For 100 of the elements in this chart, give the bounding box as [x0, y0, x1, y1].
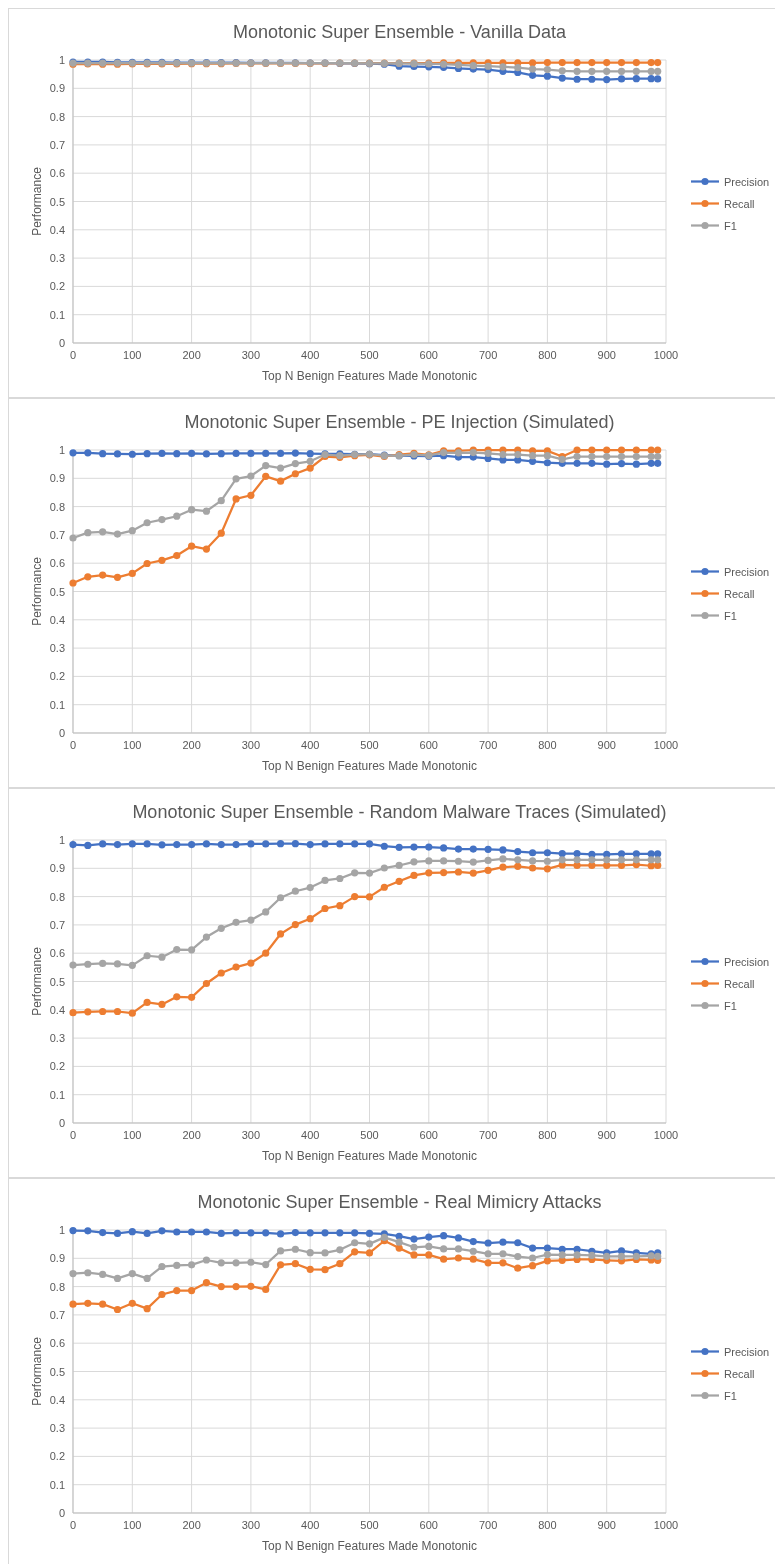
- point: [291, 840, 299, 848]
- y-tick-label: 0.8: [49, 1280, 65, 1293]
- point: [454, 1234, 463, 1242]
- chart-title: Monotonic Super Ensemble - Random Malware Traces (Simulated): [132, 802, 667, 822]
- point: [654, 67, 662, 75]
- point: [262, 461, 270, 470]
- x-tick-label: 100: [123, 349, 142, 361]
- x-tick-label: 200: [182, 1129, 201, 1141]
- point: [69, 1300, 77, 1308]
- point: [232, 449, 240, 457]
- point: [573, 75, 581, 83]
- point: [528, 452, 537, 460]
- point: [276, 930, 285, 938]
- point: [395, 843, 403, 851]
- point: [543, 58, 551, 67]
- chart-title: Monotonic Super Ensemble - PE Injection (Simulated): [184, 412, 615, 432]
- point: [499, 855, 507, 863]
- x-tick-label: 200: [182, 349, 201, 361]
- point: [202, 979, 211, 988]
- x-tick-label: 900: [597, 739, 616, 751]
- point: [247, 472, 255, 480]
- point: [543, 1257, 551, 1265]
- y-tick-label: 0.9: [49, 1252, 65, 1265]
- point: [306, 1265, 314, 1273]
- point: [69, 1009, 77, 1017]
- y-tick-label: 0.8: [49, 110, 65, 123]
- point: [217, 840, 225, 849]
- point: [365, 1229, 374, 1237]
- point: [143, 1274, 151, 1282]
- point: [484, 845, 492, 853]
- y-tick-label: 0.9: [49, 472, 65, 485]
- point: [543, 1244, 551, 1252]
- point: [173, 1261, 181, 1269]
- point: [514, 450, 522, 459]
- point: [617, 856, 626, 864]
- point: [440, 1245, 448, 1253]
- y-tick-label: 0.7: [49, 1308, 65, 1321]
- point: [99, 959, 107, 967]
- point: [654, 452, 662, 461]
- point: [440, 868, 448, 877]
- point: [321, 876, 329, 885]
- point: [247, 916, 255, 924]
- point: [654, 856, 662, 864]
- point: [469, 1247, 477, 1255]
- legend-label: F1: [724, 1389, 737, 1402]
- point: [291, 1260, 299, 1268]
- y-tick-label: 0.1: [49, 308, 65, 321]
- point: [306, 883, 314, 892]
- legend-label: Precision: [724, 175, 770, 188]
- point: [173, 1228, 181, 1236]
- point: [573, 58, 581, 67]
- point: [514, 1239, 522, 1247]
- point: [291, 1245, 299, 1253]
- point: [188, 506, 196, 514]
- point: [143, 559, 151, 568]
- x-tick-label: 500: [360, 739, 379, 751]
- point: [351, 893, 359, 901]
- y-tick-label: 1: [58, 54, 65, 66]
- point: [603, 58, 611, 67]
- point: [158, 1262, 166, 1271]
- legend-label: Recall: [724, 1367, 755, 1380]
- point: [306, 1229, 314, 1237]
- point: [514, 856, 522, 864]
- point: [173, 551, 181, 560]
- point: [573, 452, 581, 461]
- x-tick-label: 1000: [653, 1129, 679, 1141]
- point: [306, 840, 314, 849]
- point: [188, 542, 196, 550]
- point: [276, 894, 285, 902]
- point: [306, 1249, 314, 1257]
- point: [484, 1239, 492, 1247]
- point: [173, 1286, 181, 1295]
- point: [113, 530, 122, 538]
- point: [654, 58, 662, 67]
- y-tick-label: 0.4: [49, 1393, 65, 1406]
- point: [632, 856, 640, 864]
- point: [632, 460, 640, 468]
- point: [188, 1261, 196, 1269]
- point: [158, 516, 166, 524]
- x-tick-label: 0: [69, 1129, 77, 1141]
- point: [647, 67, 655, 75]
- point: [158, 1227, 166, 1235]
- point: [84, 1008, 92, 1016]
- point: [410, 1243, 418, 1251]
- point: [351, 1239, 359, 1247]
- point: [291, 449, 299, 457]
- point: [454, 1254, 463, 1262]
- point: [143, 998, 151, 1007]
- y-tick-label: 0.1: [49, 1088, 65, 1101]
- x-tick-label: 100: [123, 1129, 142, 1141]
- point: [173, 450, 181, 458]
- y-tick-label: 0.7: [49, 918, 65, 931]
- point: [380, 842, 388, 850]
- point: [188, 449, 196, 457]
- y-tick-label: 0.4: [49, 1003, 65, 1016]
- point: [410, 1235, 418, 1243]
- point: [425, 857, 433, 865]
- legend-label: Recall: [724, 197, 755, 210]
- point: [128, 450, 136, 458]
- point: [69, 579, 77, 587]
